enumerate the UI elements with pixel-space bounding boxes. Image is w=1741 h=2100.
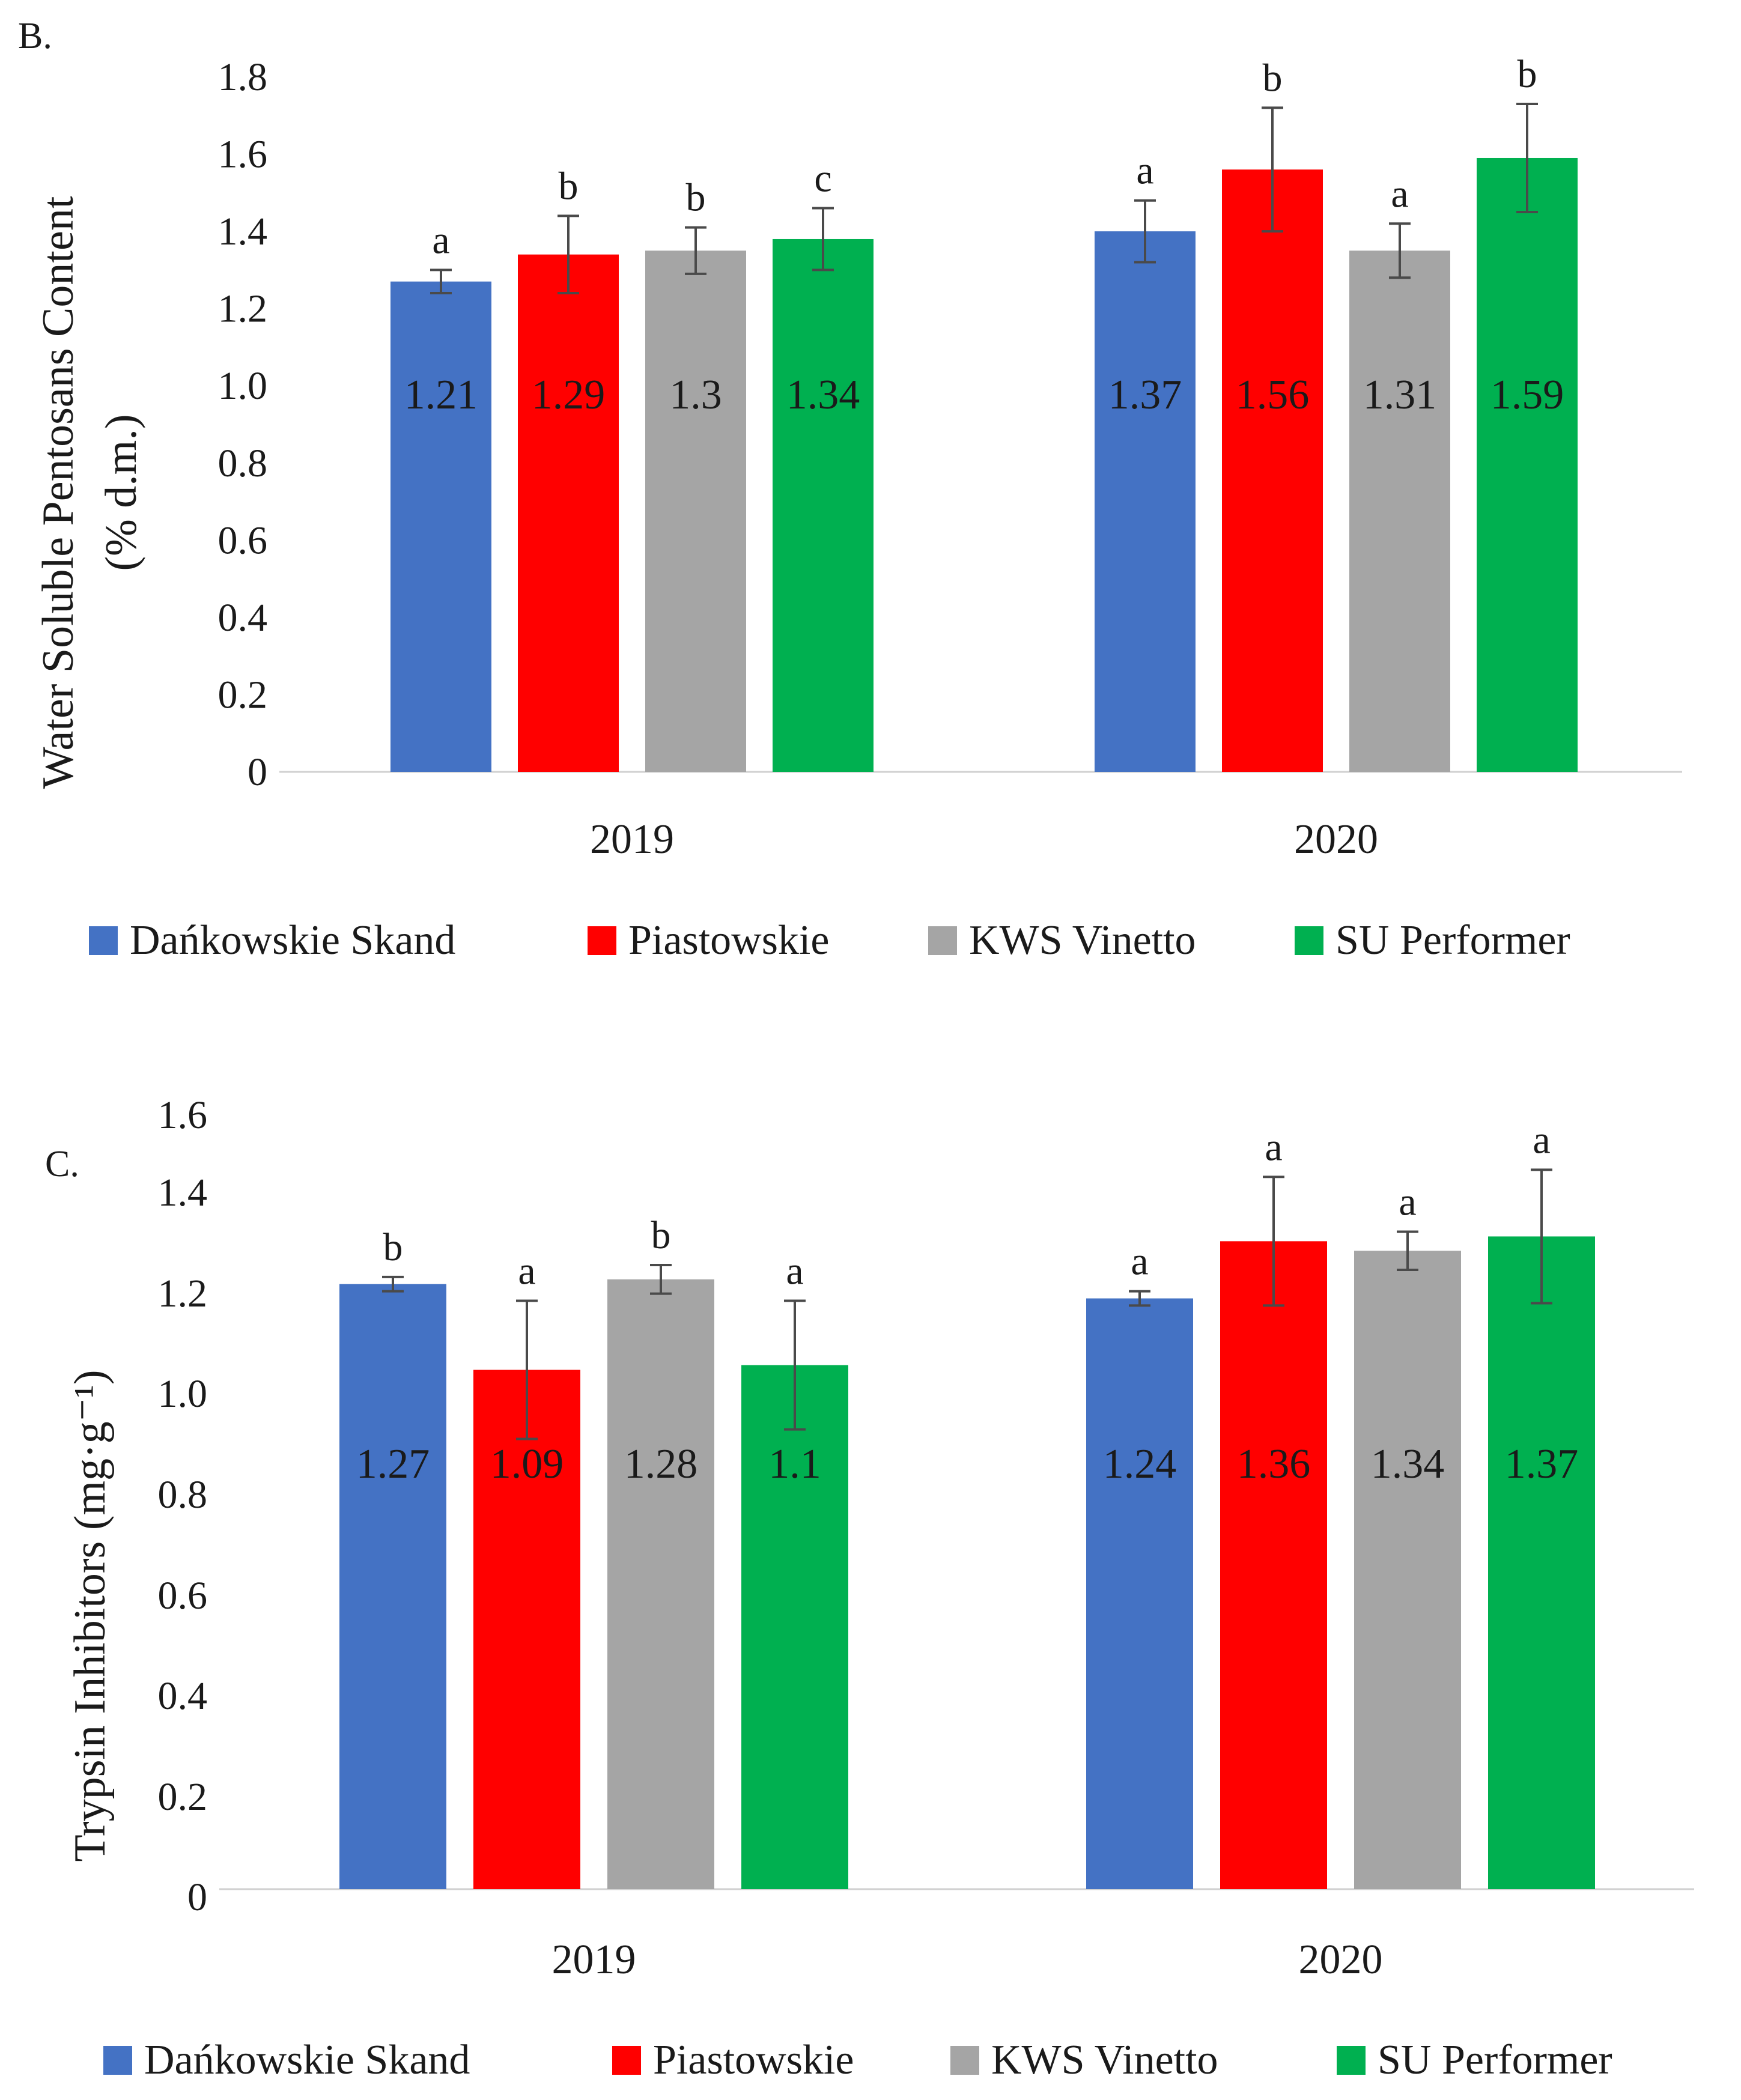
y-axis-title-units: (% d.m.) [97,414,146,571]
bar [518,254,619,772]
chart-panel-b: B. 0 0.2 0.4 0.6 0.8 1.0 1.2 1.4 1.6 1.8 Water Solu… [18,16,1682,964]
y-tick-label: 1.4 [158,1171,208,1215]
y-tick-label: 1.0 [218,364,268,408]
legend-label: Dańkowskie Skand [130,917,455,964]
panel-label: B. [18,16,52,56]
bar [1220,1241,1327,1889]
legend-swatch [89,926,118,955]
x-category-label: 2020 [1299,1937,1383,1983]
legend-swatch [1337,2046,1366,2075]
panel-label: C. [45,1144,79,1185]
bar [741,1365,848,1889]
legend-swatch [928,926,957,955]
legend-label: Piastowskie [628,917,829,964]
data-label: 1.29 [532,372,606,418]
y-tick-label: 0.8 [218,442,268,485]
legend-label: SU Performer [1378,2037,1612,2083]
data-label: 1.1 [768,1441,821,1487]
bar [1477,157,1578,772]
legend-label: KWS Vinetto [969,917,1196,964]
data-label: 1.21 [404,372,478,418]
data-label: 1.31 [1363,372,1437,418]
significance-letter: a [1131,1240,1148,1284]
data-label: 1.36 [1237,1441,1311,1487]
x-category-label: 2019 [552,1937,636,1983]
bar [390,281,491,772]
y-axis-title: Water Soluble Pentosans Content [34,196,83,789]
bar [1349,250,1450,772]
y-axis-title: Trypsin Inhibitors (mg·g⁻¹) [65,1370,115,1862]
legend-label: Dańkowskie Skand [144,2037,470,2083]
y-tick-label: 1.2 [158,1272,208,1316]
significance-letter: b [651,1213,671,1257]
chart-panel-c: C. 0 0.2 0.4 0.6 0.8 1.0 1.2 1.4 1.6 Trypsin Inhib… [45,1093,1694,2083]
legend-swatch [950,2046,979,2075]
y-tick-label: 0 [248,750,267,794]
significance-letter: a [1391,172,1408,216]
bar [1354,1251,1461,1889]
y-tick-label: 0.4 [158,1674,208,1718]
data-label: 1.28 [624,1441,698,1487]
significance-letter: b [1518,52,1537,96]
legend-label: SU Performer [1335,917,1570,964]
data-label: 1.37 [1505,1441,1579,1487]
bar [645,250,746,772]
y-tick-label: 1.4 [218,210,268,253]
bar [473,1370,580,1889]
data-label: 1.34 [1371,1441,1445,1487]
significance-letter: c [814,157,831,201]
significance-letter: a [432,218,449,262]
bar [1222,169,1323,772]
x-category-label: 2020 [1294,816,1378,863]
bar [1086,1298,1193,1889]
data-label: 1.09 [490,1441,564,1487]
y-tick-label: 0.4 [218,596,268,640]
bar [1095,231,1196,772]
legend-swatch [588,926,616,955]
legend-label: Piastowskie [653,2037,854,2083]
y-tick-label: 0 [187,1875,207,1919]
data-label: 1.37 [1108,372,1182,418]
data-label: 1.59 [1490,372,1564,418]
y-tick-label: 0.6 [158,1574,208,1618]
data-label: 1.27 [356,1441,430,1487]
significance-letter: a [1533,1118,1550,1162]
data-label: 1.3 [669,372,722,418]
y-tick-label: 0.6 [218,518,268,562]
bar [339,1284,446,1889]
y-tick-label: 1.0 [158,1372,208,1416]
y-tick-label: 0.8 [158,1473,208,1517]
data-label: 1.56 [1236,372,1310,418]
y-tick-label: 0.2 [218,673,268,717]
x-category-label: 2019 [590,816,674,863]
significance-letter: b [686,176,706,220]
legend-swatch [612,2046,641,2075]
y-tick-label: 0.2 [158,1775,208,1819]
significance-letter: a [518,1249,535,1293]
legend-label: KWS Vinetto [991,2037,1218,2083]
y-tick-label: 1.6 [158,1093,208,1137]
significance-letter: a [786,1249,803,1293]
significance-letter: a [1136,149,1153,193]
legend-swatch [103,2046,132,2075]
significance-letter: b [383,1225,403,1269]
significance-letter: a [1265,1125,1282,1169]
significance-letter: a [1399,1180,1416,1224]
y-tick-label: 1.6 [218,133,268,177]
bar [773,238,874,772]
significance-letter: b [559,164,579,208]
significance-letter: b [1263,56,1283,100]
data-label: 1.34 [786,372,860,418]
bar [1488,1236,1595,1889]
y-tick-label: 1.2 [218,287,268,331]
legend-swatch [1295,926,1323,955]
y-tick-label: 1.8 [218,55,268,99]
data-label: 1.24 [1103,1441,1177,1487]
bar [607,1279,714,1889]
